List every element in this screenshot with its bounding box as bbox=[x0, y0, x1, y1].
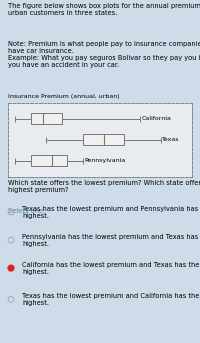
Text: Pennsylvania: Pennsylvania bbox=[84, 158, 126, 163]
Text: Which state offers the lowest premium? Which state offers the
highest premium?: Which state offers the lowest premium? W… bbox=[8, 180, 200, 193]
Text: California has the lowest premium and Texas has the
highest.: California has the lowest premium and Te… bbox=[22, 261, 199, 274]
FancyBboxPatch shape bbox=[83, 134, 124, 145]
Ellipse shape bbox=[8, 265, 14, 271]
Text: Insurance Premium (annual, urban): Insurance Premium (annual, urban) bbox=[8, 94, 120, 98]
Text: Texas has the lowest premium and Pennsylvania has the
highest.: Texas has the lowest premium and Pennsyl… bbox=[22, 205, 200, 218]
Text: Pennsylvania has the lowest premium and Texas has the
highest.: Pennsylvania has the lowest premium and … bbox=[22, 234, 200, 247]
Text: Texas has the lowest premium and California has the
highest.: Texas has the lowest premium and Califor… bbox=[22, 293, 199, 306]
FancyBboxPatch shape bbox=[31, 155, 67, 166]
FancyBboxPatch shape bbox=[31, 113, 62, 124]
Text: The figure below shows box plots for the annual premium for
urban customers in t: The figure below shows box plots for the… bbox=[8, 3, 200, 16]
Text: Note: Premium is what people pay to insurance companies to
have car insurance.
E: Note: Premium is what people pay to insu… bbox=[8, 41, 200, 68]
Text: Texas: Texas bbox=[162, 137, 180, 142]
Text: California: California bbox=[142, 116, 171, 121]
Text: Select one:: Select one: bbox=[8, 208, 45, 214]
